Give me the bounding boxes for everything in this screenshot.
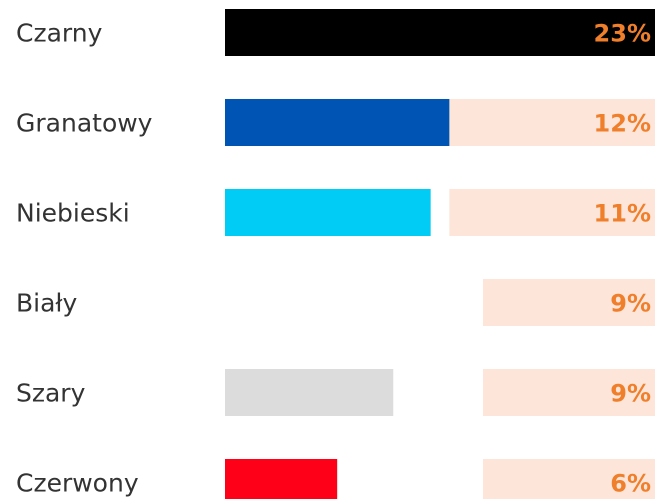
category-label-granatowy: Granatowy <box>16 109 153 138</box>
category-label-czarny: Czarny <box>16 19 103 48</box>
bar-czarny <box>225 9 655 56</box>
value-label-bialy: 9% <box>610 290 651 318</box>
bar-granatowy <box>225 99 450 146</box>
category-label-czerwony: Czerwony <box>16 469 139 498</box>
bar-szary <box>225 369 394 416</box>
bar-track-czerwony <box>483 459 655 499</box>
bar-track-granatowy <box>430 99 655 146</box>
bar-track-niebieski <box>449 189 655 236</box>
value-label-czarny: 23% <box>594 20 651 48</box>
category-label-bialy: Biały <box>16 289 78 318</box>
bar-track-szary <box>483 369 655 416</box>
value-label-niebieski: 11% <box>594 200 651 228</box>
category-label-niebieski: Niebieski <box>16 199 130 228</box>
bar-niebieski <box>225 189 431 236</box>
bar-track-bialy <box>483 279 655 326</box>
value-label-szary: 9% <box>610 380 651 408</box>
bar-bialy <box>225 279 394 326</box>
value-label-czerwony: 6% <box>610 470 651 498</box>
value-label-granatowy: 12% <box>594 110 651 138</box>
category-label-szary: Szary <box>16 379 86 408</box>
bar-czerwony <box>225 459 338 499</box>
